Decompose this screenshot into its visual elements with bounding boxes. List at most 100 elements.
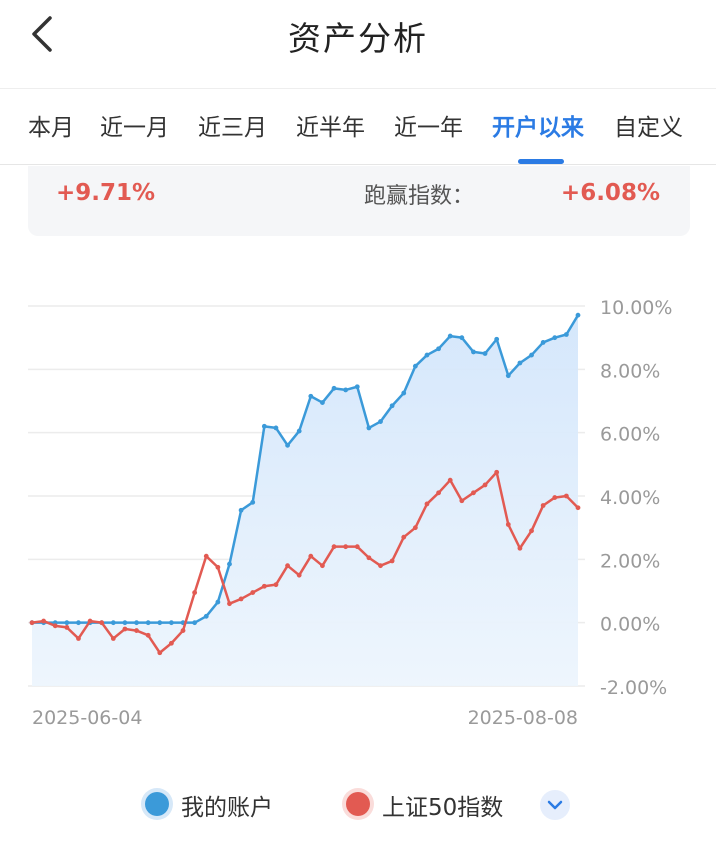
- summary-card: +9.71% 跑赢指数： +6.08%: [28, 166, 690, 236]
- account-legend-dot-icon: [145, 792, 169, 816]
- data-point-account: [354, 384, 360, 390]
- legend-label-account: 我的账户: [181, 795, 273, 821]
- data-point-index: [412, 525, 418, 531]
- data-point-account: [343, 387, 349, 393]
- data-point-account: [238, 507, 244, 513]
- chart-legend: 我的账户 上证50指数: [0, 782, 716, 826]
- data-point-account: [505, 373, 511, 379]
- data-point-index: [540, 503, 546, 508]
- data-point-index: [505, 522, 511, 527]
- data-point-index: [331, 544, 337, 550]
- data-point-index: [87, 618, 93, 624]
- tab-three-months[interactable]: 近三月: [198, 115, 267, 141]
- data-point-account: [64, 620, 70, 626]
- data-point-index: [215, 564, 221, 570]
- data-point-account: [331, 385, 337, 391]
- data-point-index: [273, 582, 279, 588]
- data-point-account: [296, 428, 302, 434]
- data-point-account: [378, 419, 383, 424]
- y-tick-label: 6.00%: [600, 424, 660, 446]
- x-tick-label-end: 2025-08-08: [468, 707, 578, 729]
- data-point-account: [110, 620, 116, 626]
- tab-one-year[interactable]: 近一年: [394, 115, 463, 141]
- data-point-index: [389, 558, 395, 564]
- data-point-account: [459, 335, 465, 341]
- data-point-account: [192, 620, 198, 626]
- data-point-account: [575, 312, 581, 318]
- data-point-index: [459, 498, 465, 504]
- data-point-index: [110, 636, 116, 641]
- data-point-index: [227, 601, 232, 607]
- data-point-index: [401, 534, 407, 540]
- data-point-index: [320, 563, 325, 569]
- data-point-index: [145, 632, 151, 638]
- data-point-account: [366, 425, 372, 431]
- data-point-index: [378, 563, 383, 569]
- series-area-account: [32, 315, 578, 686]
- tab-this-month[interactable]: 本月: [28, 115, 74, 141]
- chevron-left-icon: [32, 16, 52, 52]
- data-point-index: [482, 482, 488, 488]
- data-point-account: [261, 423, 267, 429]
- data-point-index: [296, 572, 302, 578]
- data-point-account: [529, 352, 534, 358]
- return-chart[interactable]: 10.00% 8.00% 6.00% 4.00% 2.00% 0.00% -2.00% 202…: [0, 270, 716, 740]
- data-point-account: [436, 346, 441, 352]
- data-point-account: [122, 620, 128, 626]
- data-point-index: [447, 477, 453, 483]
- period-tabs: 本月 近一月 近三月 近半年 近一年 开户以来 自定义: [0, 88, 716, 165]
- back-button[interactable]: [22, 10, 66, 58]
- data-point-index: [366, 555, 372, 561]
- data-point-account: [308, 393, 314, 399]
- data-point-account: [227, 561, 232, 567]
- legend-expand-button[interactable]: [540, 790, 570, 820]
- data-point-index: [471, 490, 476, 496]
- data-point-index: [261, 583, 267, 589]
- data-point-account: [203, 613, 209, 619]
- data-point-account: [401, 390, 407, 396]
- data-point-account: [471, 349, 476, 355]
- data-point-index: [122, 626, 128, 632]
- beat-index-value: +6.08%: [560, 180, 660, 206]
- y-tick-label: 2.00%: [600, 550, 660, 572]
- data-point-account: [76, 620, 81, 626]
- data-point-account: [134, 620, 139, 626]
- chevron-down-icon: [547, 800, 563, 810]
- data-point-account: [482, 351, 488, 356]
- data-point-index: [180, 628, 186, 633]
- data-point-index: [76, 636, 81, 641]
- y-tick-label: 0.00%: [600, 614, 660, 636]
- data-point-index: [29, 620, 35, 626]
- y-tick-label: 4.00%: [600, 487, 660, 509]
- data-point-index: [308, 553, 314, 559]
- data-point-account: [145, 620, 151, 626]
- tab-one-month[interactable]: 近一月: [100, 115, 169, 141]
- data-point-index: [494, 469, 500, 475]
- legend-label-index: 上证50指数: [382, 795, 504, 821]
- data-point-index: [436, 490, 441, 496]
- tab-custom[interactable]: 自定义: [614, 115, 683, 141]
- data-point-index: [517, 545, 523, 551]
- tab-half-year[interactable]: 近半年: [296, 115, 365, 141]
- page-title: 资产分析: [288, 19, 428, 58]
- data-point-index: [169, 640, 174, 646]
- data-point-index: [424, 501, 430, 507]
- header-bar: 资产分析: [0, 0, 716, 89]
- data-point-account: [552, 335, 558, 341]
- data-point-account: [250, 499, 256, 505]
- beat-index-label: 跑赢指数：: [364, 184, 475, 209]
- y-tick-label: -2.00%: [600, 677, 667, 699]
- active-tab-indicator: [518, 159, 564, 164]
- series-line-index: [31, 471, 579, 654]
- data-point-index: [203, 553, 209, 559]
- tab-since-opening[interactable]: 开户以来: [492, 115, 584, 141]
- data-point-account: [517, 360, 523, 366]
- data-point-account: [494, 336, 500, 342]
- account-return-value: +9.71%: [56, 180, 156, 206]
- data-point-index: [192, 590, 198, 595]
- data-point-account: [389, 403, 395, 409]
- data-point-index: [157, 650, 163, 656]
- data-point-index: [563, 493, 569, 499]
- data-point-index: [285, 563, 290, 569]
- data-point-account: [285, 442, 290, 448]
